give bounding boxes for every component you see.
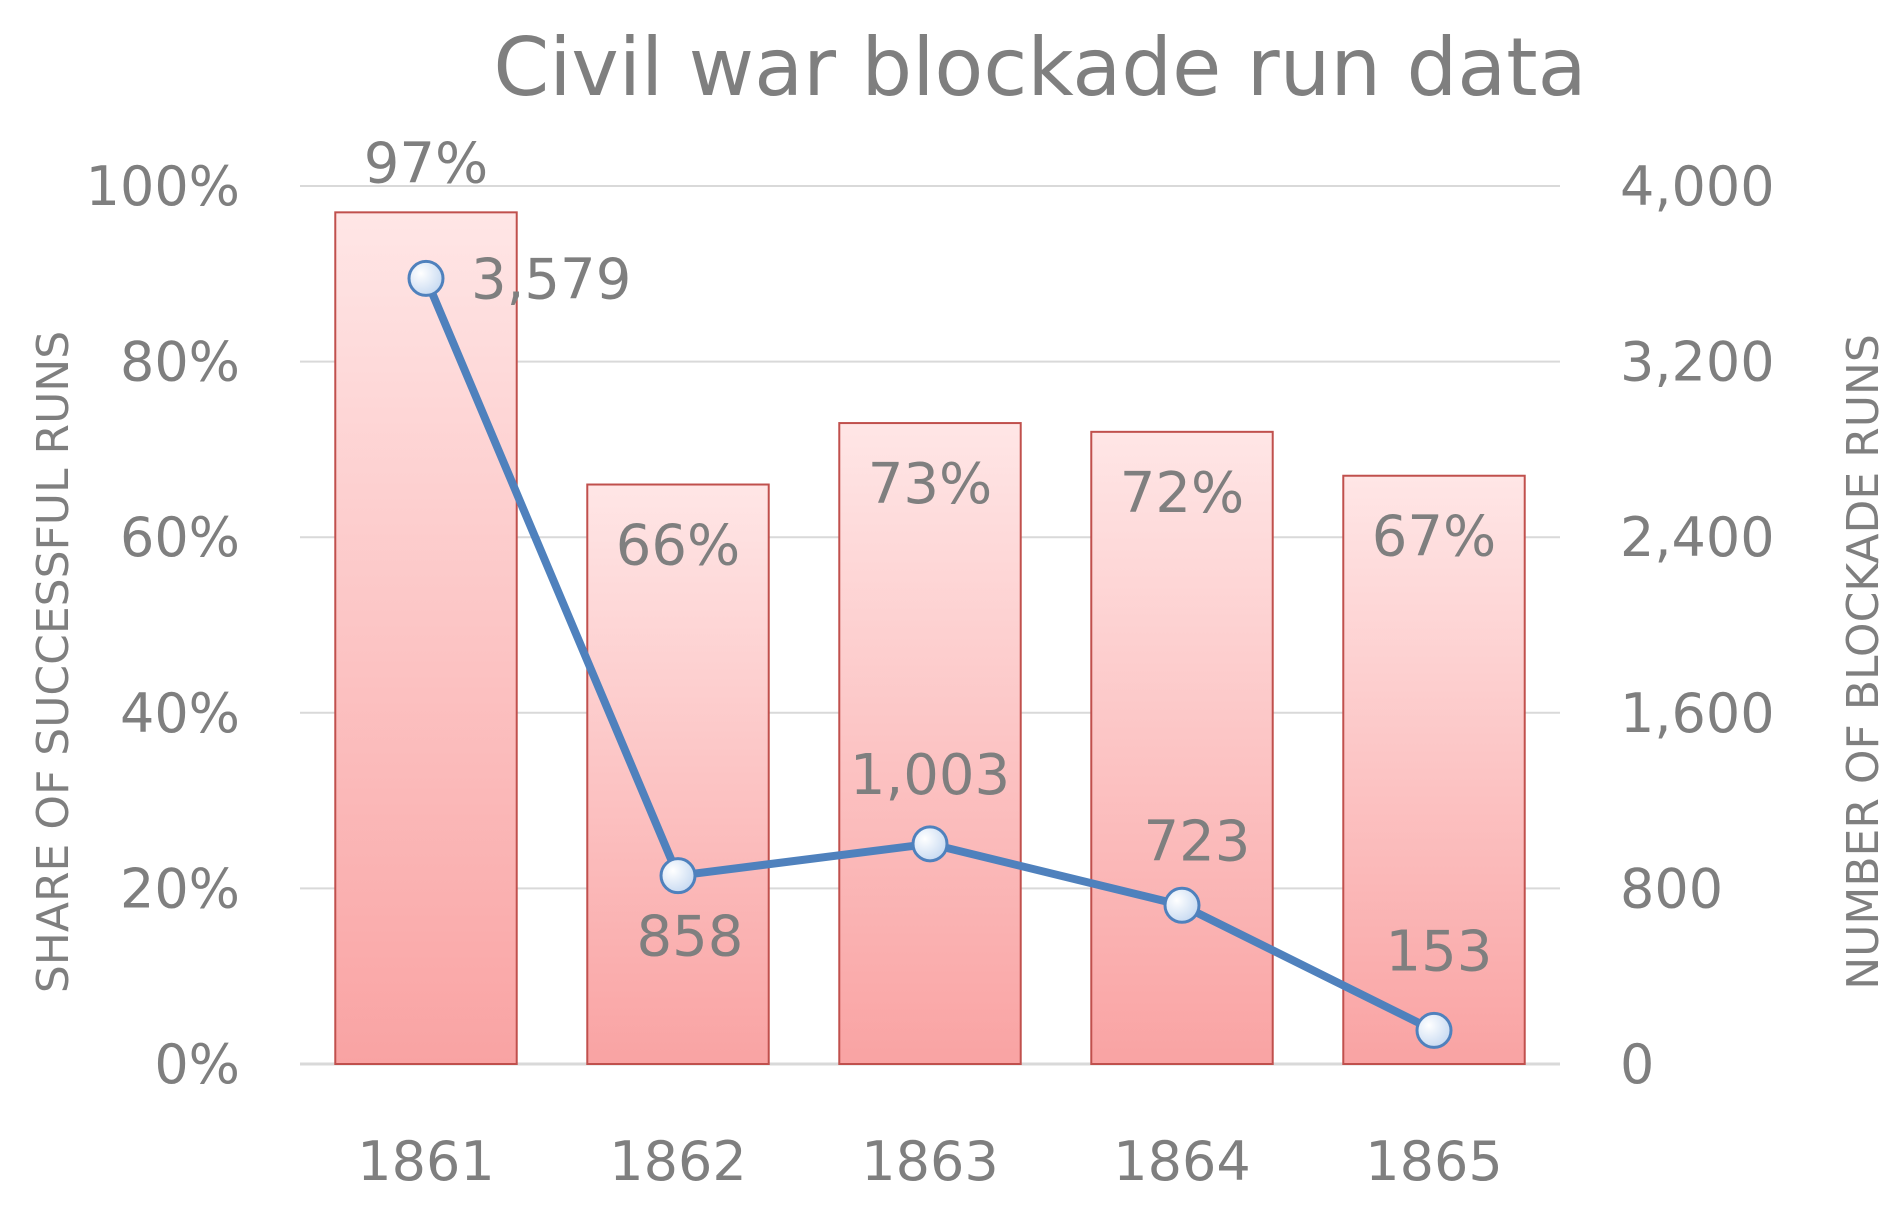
line-point <box>1415 1011 1453 1049</box>
bar-data-label: 72% <box>1120 461 1244 526</box>
line-data-label: 1,003 <box>850 743 1010 808</box>
bar <box>838 422 1022 1065</box>
y-left-tick-label: 100% <box>86 155 240 218</box>
x-tick-label: 1862 <box>609 1130 746 1193</box>
y-right-tick-label: 3,200 <box>1620 331 1775 394</box>
x-tick-label: 1861 <box>357 1130 494 1193</box>
bar-data-label: 67% <box>1372 505 1496 570</box>
y-left-tick-label: 60% <box>120 506 240 569</box>
y-left-tick-label: 20% <box>120 857 240 920</box>
y-right-tick-label: 800 <box>1620 857 1723 920</box>
line-data-label: 858 <box>637 905 744 970</box>
axes: 0% 20% 40% 60% 80% 100% 0 800 1,600 2,400 3,200 4,0… <box>86 155 1775 1193</box>
bar-data-label: 66% <box>616 514 740 579</box>
y-right-axis-title: NUMBER OF BLOCKADE RUNS <box>1838 334 1889 990</box>
y-right-tick-label: 0 <box>1620 1033 1654 1096</box>
line-data-label: 153 <box>1386 919 1493 984</box>
chart-title: Civil war blockade run data <box>493 21 1586 114</box>
data-labels: 97% 66% 73% 72% 67% 3,579 858 1,003 723 153 <box>364 131 1496 984</box>
bar-series <box>334 211 1526 1065</box>
line-point <box>911 825 949 863</box>
line-point <box>407 259 445 297</box>
bar <box>334 211 518 1065</box>
y-left-tick-label: 80% <box>120 331 240 394</box>
line-data-label: 3,579 <box>471 247 631 312</box>
x-tick-label: 1864 <box>1113 1130 1250 1193</box>
y-right-tick-label: 4,000 <box>1620 155 1775 218</box>
x-tick-label: 1863 <box>861 1130 998 1193</box>
bar <box>586 483 770 1065</box>
y-right-tick-label: 2,400 <box>1620 506 1775 569</box>
y-left-tick-label: 0% <box>154 1033 240 1096</box>
line-data-label: 723 <box>1144 809 1251 874</box>
bar-data-label: 97% <box>364 131 488 196</box>
line-point <box>659 857 697 895</box>
y-left-tick-label: 40% <box>120 682 240 745</box>
line-series <box>407 259 1453 1049</box>
line-point <box>1163 886 1201 924</box>
bar-data-label: 73% <box>868 452 992 517</box>
x-tick-label: 1865 <box>1365 1130 1502 1193</box>
bar <box>1342 474 1526 1065</box>
bar <box>1090 430 1274 1065</box>
y-right-tick-label: 1,600 <box>1620 682 1775 745</box>
y-left-axis-title: SHARE OF SUCCESSFUL RUNS <box>28 331 79 993</box>
